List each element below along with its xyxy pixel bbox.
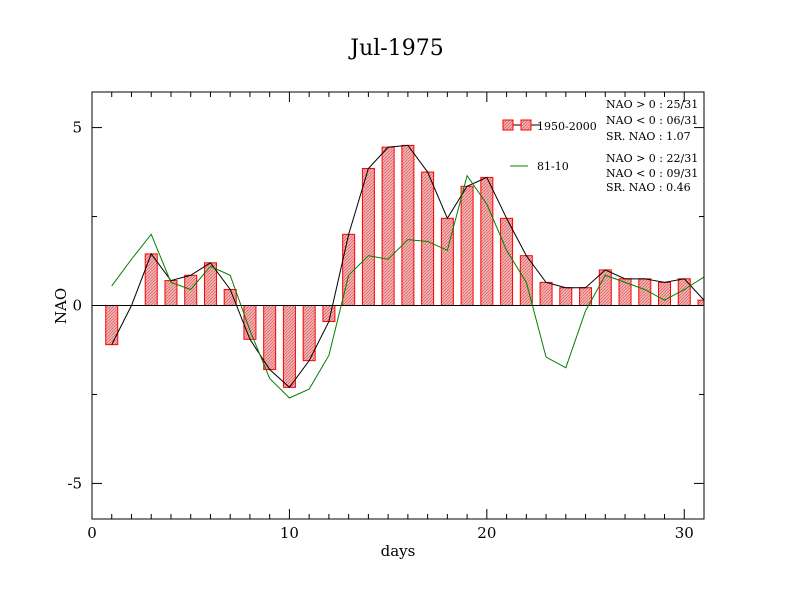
- bar-day-15: [381, 146, 395, 306]
- bar-day-31: [697, 299, 704, 307]
- stat-8110-sr: SR. NAO : 0.46: [606, 181, 691, 194]
- x-axis-label: days: [381, 542, 416, 560]
- x-tick-label: 10: [280, 524, 299, 542]
- stat-1950-sr: SR. NAO : 1.07: [606, 130, 691, 143]
- bar-day-20: [480, 176, 494, 306]
- chart-title: Jul-1975: [348, 36, 443, 61]
- x-tick-label: 20: [477, 524, 496, 542]
- x-tick-label: 30: [675, 524, 694, 542]
- legend: 1950-2000 81-10 NAO > 0 : 25/31 NAO < 0 …: [502, 98, 698, 194]
- legend-swatch-1950-2000-a: [502, 119, 514, 131]
- bar-day-13: [342, 233, 356, 306]
- stat-8110-pos: NAO > 0 : 22/31: [606, 152, 698, 165]
- bar-day-21: [500, 217, 514, 306]
- bar-day-5: [184, 274, 198, 307]
- bar-day-29: [658, 281, 672, 306]
- legend-label-1950-2000: 1950-2000: [537, 120, 597, 133]
- bar-day-14: [361, 168, 375, 306]
- bar-day-9: [263, 305, 277, 371]
- bar-day-16: [401, 144, 415, 306]
- stat-1950-neg: NAO < 0 : 06/31: [606, 114, 698, 127]
- legend-swatch-1950-2000-b: [520, 119, 532, 131]
- bar-day-24: [559, 287, 573, 307]
- y-axis-ticks: -5 0 5: [67, 119, 704, 492]
- line-series-1950-2000: [111, 144, 704, 389]
- x-axis-ticks: 0 10 20 30: [87, 92, 705, 542]
- bar-day-10: [282, 305, 296, 388]
- legend-label-81-10: 81-10: [537, 160, 569, 173]
- bar-day-23: [539, 281, 553, 306]
- bar-day-1: [105, 305, 119, 346]
- bar-day-7: [223, 288, 237, 306]
- stat-8110-neg: NAO < 0 : 09/31: [606, 167, 698, 180]
- line-series-81-10: [111, 174, 704, 399]
- y-axis-label: NAO: [52, 288, 70, 324]
- y-tick-label: 0: [72, 297, 82, 315]
- bar-day-18: [440, 217, 454, 306]
- bar-day-17: [421, 171, 435, 306]
- x-tick-label: 0: [87, 524, 97, 542]
- y-tick-label: -5: [67, 474, 82, 492]
- bar-day-3: [144, 253, 158, 306]
- bar-day-8: [243, 305, 257, 340]
- stat-1950-pos: NAO > 0 : 25/31: [606, 98, 698, 111]
- series-lines: [92, 144, 704, 399]
- bar-day-12: [322, 305, 336, 323]
- y-tick-label: 5: [72, 119, 82, 137]
- bar-day-19: [460, 185, 474, 307]
